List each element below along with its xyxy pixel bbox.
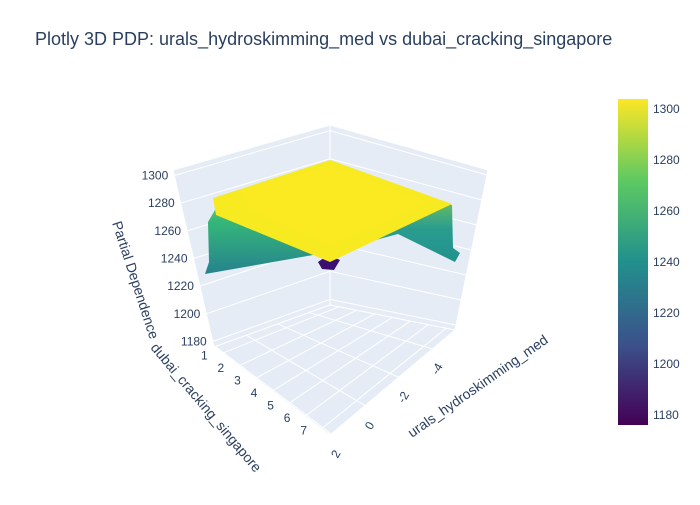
y-tick-label: 5 — [267, 399, 274, 413]
z-grid-line — [212, 298, 457, 342]
x-grid-line — [214, 346, 332, 435]
colorbar-gradient — [618, 99, 648, 425]
y-grid-line — [271, 317, 393, 392]
y-grid-line — [238, 309, 357, 367]
colorbar-ticks: 1180 1200 1220 1240 1260 1280 1300 — [653, 102, 680, 422]
surface-plateau-highlight — [240, 166, 430, 245]
z-tick-label: 1240 — [161, 252, 188, 266]
z-tick-label: 1300 — [142, 169, 169, 183]
z-tick-label: 1280 — [148, 196, 175, 210]
colorbar-tick-label: 1220 — [653, 306, 680, 320]
x-tick-label: 0 — [362, 419, 378, 432]
y-grid-line — [321, 327, 447, 430]
x-grid-line — [246, 334, 366, 407]
y-tick-label: 6 — [284, 411, 291, 425]
z-tick-label: 1260 — [154, 224, 181, 238]
x-grid-line — [308, 312, 433, 350]
y-grid-line — [255, 313, 375, 379]
x-tick-label: 2 — [328, 447, 344, 460]
colorbar-tick-label: 1200 — [653, 357, 680, 371]
z-tick-label: 1200 — [174, 307, 201, 321]
y-grid-line — [222, 306, 340, 354]
y-grid-line — [304, 324, 429, 417]
y-tick-label: 1 — [201, 348, 208, 362]
colorbar-tick-label: 1280 — [653, 153, 680, 167]
z-grid-line — [174, 130, 488, 177]
y-tick-label: 3 — [234, 373, 241, 387]
colorbar-tick-label: 1180 — [653, 408, 679, 422]
y-grid-line — [288, 320, 411, 404]
colorbar-tick-label: 1260 — [653, 204, 680, 218]
x-tick-label: -4 — [428, 360, 446, 377]
chart-title: Plotly 3D PDP: urals_hydroskimming_med v… — [35, 29, 613, 49]
z-tick-label: 1220 — [167, 279, 194, 293]
z-grid-line — [180, 158, 482, 204]
z-grid-line — [206, 270, 462, 315]
colorbar-tick-label: 1240 — [653, 255, 680, 269]
colorbar-tick-label: 1300 — [653, 102, 680, 116]
x-grid-line — [277, 323, 399, 378]
colorbar: 1180 1200 1220 1240 1260 1280 1300 — [618, 99, 680, 425]
surface — [205, 160, 460, 274]
y-tick-label: 7 — [300, 424, 307, 438]
x-tick-label: -2 — [395, 389, 413, 406]
y-tick-label: 4 — [251, 386, 258, 400]
y-tick-label: 2 — [218, 361, 225, 375]
z-tick-label: 1180 — [181, 334, 207, 348]
